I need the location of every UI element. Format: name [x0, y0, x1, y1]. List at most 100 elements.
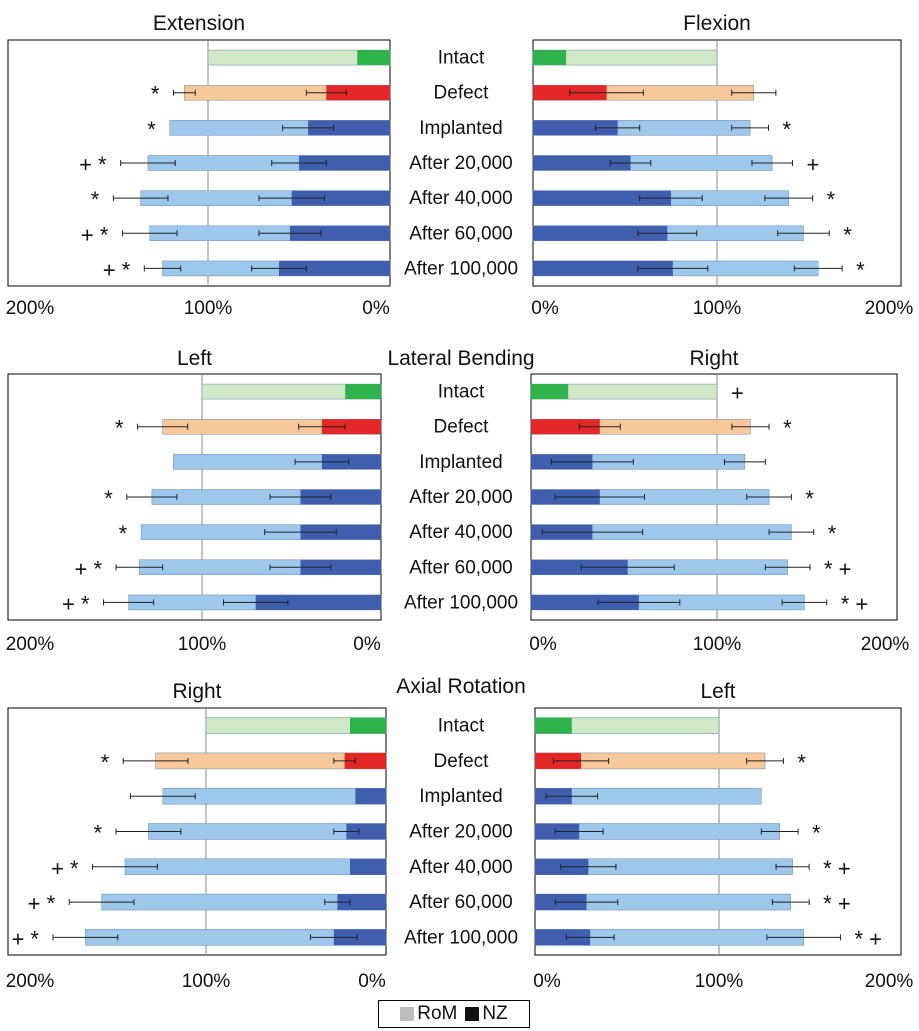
nz-bar — [300, 489, 381, 505]
nz-bar — [535, 717, 572, 734]
nz-bar — [533, 155, 631, 171]
category-label: After 20,000 — [409, 153, 513, 174]
significance-marker: + * — [75, 556, 103, 581]
category-label: Defect — [434, 83, 490, 104]
nz-bar — [337, 894, 386, 911]
group-title: Axial Rotation — [396, 675, 526, 698]
significance-marker: * + — [854, 926, 882, 951]
legend: RoM NZ — [378, 1000, 530, 1028]
group-title: Lateral Bending — [387, 347, 534, 370]
category-label: Intact — [438, 716, 485, 737]
category-label: Defect — [434, 751, 490, 772]
nz-bar — [533, 190, 671, 206]
category-label: After 40,000 — [409, 522, 513, 543]
significance-marker: + * — [51, 856, 79, 881]
left-tick-label: 200% — [6, 298, 55, 319]
significance-marker: + — [731, 381, 744, 406]
nz-bar — [533, 50, 567, 66]
category-label: After 100,000 — [404, 927, 518, 948]
significance-marker: * — [151, 82, 160, 107]
left-tick-label: 200% — [6, 971, 55, 992]
rom-bar — [162, 787, 387, 805]
left-panel-title: Extension — [153, 12, 245, 35]
left-tick-label: 0% — [362, 298, 390, 319]
right-tick-label: 100% — [693, 298, 742, 319]
significance-marker: + * — [81, 222, 109, 247]
nz-bar — [535, 929, 591, 946]
category-label: After 20,000 — [409, 822, 513, 843]
significance-marker: * — [797, 750, 806, 775]
right-tick-label: 100% — [695, 971, 744, 992]
significance-marker: + * — [28, 891, 56, 916]
rom-bar — [124, 858, 387, 876]
legend-label-rom: RoM — [417, 1003, 458, 1024]
nz-bar — [344, 752, 386, 769]
category-label: After 60,000 — [409, 223, 513, 244]
right-tick-label: 200% — [865, 971, 914, 992]
nz-bar — [346, 823, 386, 840]
nz-bar — [255, 594, 381, 610]
nz-bar — [321, 454, 381, 470]
significance-marker: * + — [823, 856, 851, 881]
right-tick-label: 200% — [865, 298, 914, 319]
significance-marker: * — [828, 521, 837, 546]
significance-marker: * — [147, 117, 156, 142]
significance-marker: + * — [11, 926, 39, 951]
nz-bar — [533, 260, 673, 276]
nz-bar — [533, 120, 618, 136]
legend-label-nz: NZ — [482, 1003, 508, 1024]
category-label: After 40,000 — [409, 188, 513, 209]
left-tick-label: 0% — [358, 971, 386, 992]
left-tick-label: 100% — [178, 634, 227, 655]
right-tick-label: 100% — [693, 634, 742, 655]
significance-marker: * — [843, 222, 852, 247]
nz-bar — [531, 559, 628, 575]
left-tick-label: 100% — [182, 971, 231, 992]
significance-marker: * — [115, 416, 124, 441]
nz-bar — [531, 384, 569, 400]
left-tick-label: 0% — [353, 634, 381, 655]
significance-marker: * — [805, 486, 814, 511]
significance-marker: * — [783, 416, 792, 441]
significance-marker: * — [91, 187, 100, 212]
right-panel-title: Flexion — [683, 12, 751, 35]
nz-swatch — [465, 1007, 480, 1021]
right-panel-title: Left — [700, 680, 735, 703]
nz-bar — [308, 120, 390, 136]
category-label: Intact — [438, 382, 485, 403]
category-label: Intact — [438, 48, 485, 69]
significance-marker: * — [93, 821, 102, 846]
nz-bar — [299, 155, 390, 171]
nz-bar — [531, 419, 600, 435]
category-label: Implanted — [419, 118, 502, 139]
nz-bar — [350, 858, 386, 875]
significance-marker: * — [783, 117, 792, 142]
left-panel-title: Right — [172, 680, 221, 703]
significance-marker: * — [104, 486, 113, 511]
category-label: After 60,000 — [409, 557, 513, 578]
category-label: Defect — [434, 417, 490, 438]
rom-swatch — [400, 1007, 415, 1021]
nz-bar — [300, 524, 381, 540]
left-panel-title: Left — [177, 347, 212, 370]
significance-marker: * + — [841, 591, 869, 616]
significance-marker: + * — [79, 152, 107, 177]
right-panel-title: Right — [689, 347, 738, 370]
category-label: After 100,000 — [404, 592, 518, 613]
significance-marker: + * — [103, 257, 131, 282]
nz-bar — [326, 85, 390, 101]
legend-item-rom: RoM — [400, 1003, 457, 1025]
right-tick-label: 0% — [531, 298, 559, 319]
significance-marker: + * — [62, 591, 90, 616]
nz-bar — [345, 384, 381, 400]
category-label: After 20,000 — [409, 487, 513, 508]
significance-marker: * — [119, 521, 128, 546]
nz-bar — [531, 594, 639, 610]
significance-marker: * — [856, 257, 865, 282]
right-tick-label: 0% — [529, 634, 557, 655]
nz-bar — [333, 929, 386, 946]
nz-bar — [289, 225, 390, 241]
category-label: After 60,000 — [409, 892, 513, 913]
legend-item-nz: NZ — [465, 1003, 508, 1025]
